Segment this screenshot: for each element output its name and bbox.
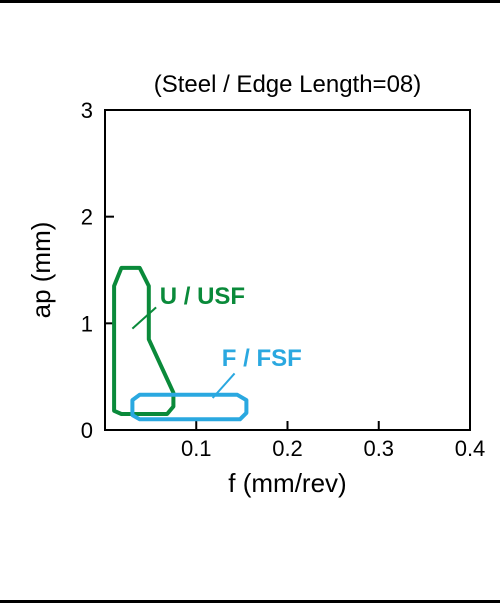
series-label-f_fsf: F / FSF (222, 345, 302, 372)
leader-u_usf (132, 307, 156, 328)
series-label-u_usf: U / USF (160, 283, 245, 310)
x-tick-label: 0.2 (272, 436, 303, 461)
chart-svg: 0.1 0.2 0.3 0.4 0 1 2 3 f (mm/rev) ap (mm) (Steel … (0, 0, 500, 603)
page-top-border (0, 0, 500, 3)
y-tick-label: 1 (81, 311, 93, 336)
x-tick-label: 0.4 (455, 436, 486, 461)
y-tick-label: 2 (81, 205, 93, 230)
chart-canvas: 0.1 0.2 0.3 0.4 0 1 2 3 f (mm/rev) ap (mm) (Steel … (0, 0, 500, 603)
y-tick-label: 3 (81, 98, 93, 123)
chart-title: (Steel / Edge Length=08) (154, 71, 422, 98)
y-axis-title: ap (mm) (26, 222, 56, 319)
x-tick-label: 0.1 (181, 436, 212, 461)
y-tick-label: 0 (81, 418, 93, 443)
plot-border (105, 110, 470, 430)
x-tick-label: 0.3 (363, 436, 394, 461)
x-axis-title: f (mm/rev) (228, 468, 346, 498)
